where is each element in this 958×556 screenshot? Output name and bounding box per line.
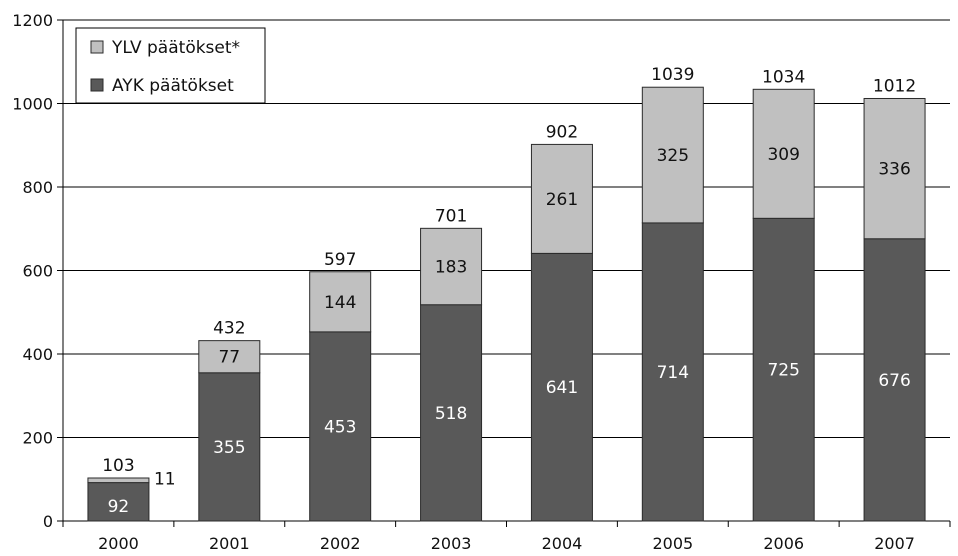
data-label-ylv: 325 xyxy=(657,146,689,166)
bar-segment-ayk xyxy=(309,331,372,522)
data-label-ayk: 714 xyxy=(657,363,689,383)
legend-swatch-ayk xyxy=(90,78,104,92)
y-tick-label: 800 xyxy=(22,178,53,197)
x-tick-label: 2006 xyxy=(763,534,804,553)
data-label-ylv: 309 xyxy=(767,145,799,165)
bars xyxy=(87,86,926,522)
y-tick-label: 400 xyxy=(22,345,53,364)
data-label-total: 103 xyxy=(102,456,134,476)
data-label-total: 1039 xyxy=(651,65,694,85)
x-tick-label: 2004 xyxy=(542,534,583,553)
data-label-total: 597 xyxy=(324,250,356,270)
bar-segment-ayk xyxy=(752,217,815,522)
y-tick-label: 600 xyxy=(22,262,53,281)
bar-segment-ylv xyxy=(752,88,815,219)
data-label-ylv: 336 xyxy=(878,160,910,180)
legend-swatch-ylv xyxy=(90,40,104,54)
bar-segment-ylv xyxy=(309,271,372,333)
data-label-ayk: 676 xyxy=(878,371,910,391)
data-label-ayk: 725 xyxy=(767,361,799,381)
data-label-ylv: 144 xyxy=(324,293,356,313)
bar-segment-ylv xyxy=(641,86,704,224)
x-tick-label: 2001 xyxy=(209,534,250,553)
legend: YLV päätökset* AYK päätökset xyxy=(75,27,266,104)
x-tick-label: 2003 xyxy=(431,534,472,553)
bar-segment-ayk xyxy=(420,304,483,522)
bar-segment-ylv xyxy=(87,477,150,484)
bar-segment-ayk xyxy=(198,372,261,522)
y-tick-label: 1000 xyxy=(12,95,53,114)
legend-label-ylv: YLV päätökset* xyxy=(111,38,240,58)
data-label-ylv: 11 xyxy=(154,470,176,490)
x-tick-label: 2002 xyxy=(320,534,361,553)
bar-segment-ylv xyxy=(420,227,483,306)
data-label-ylv: 261 xyxy=(546,190,578,210)
legend-label-ayk: AYK päätökset xyxy=(112,76,234,96)
legend-box xyxy=(75,27,266,104)
data-label-ayk: 641 xyxy=(546,378,578,398)
data-label-ayk: 453 xyxy=(324,417,356,437)
data-label-total: 1012 xyxy=(873,76,916,96)
data-label-total: 902 xyxy=(546,122,578,142)
y-tick-label: 0 xyxy=(43,512,53,531)
data-label-ayk: 518 xyxy=(435,404,467,424)
data-label-ylv: 183 xyxy=(435,258,467,278)
y-tick-label: 200 xyxy=(22,429,53,448)
data-label-ylv: 77 xyxy=(218,348,240,368)
bar-segment-ayk xyxy=(87,482,150,522)
data-label-total: 432 xyxy=(213,319,245,339)
x-tick-label: 2005 xyxy=(652,534,693,553)
data-label-ayk: 355 xyxy=(213,438,245,458)
bar-segment-ayk xyxy=(641,222,704,522)
x-tick-label: 2000 xyxy=(98,534,139,553)
bar-segment-ylv xyxy=(198,340,261,374)
data-labels: 92 11 103 355 77 432 453 144 597 518 183 701 641 261 9… xyxy=(102,65,916,517)
x-tick-label: 2007 xyxy=(874,534,915,553)
data-label-total: 1034 xyxy=(762,67,805,87)
data-label-ayk: 92 xyxy=(108,497,130,517)
bar-segment-ylv xyxy=(530,143,593,254)
y-tick-label: 1200 xyxy=(12,11,53,30)
data-label-total: 701 xyxy=(435,206,467,226)
bar-segment-ylv xyxy=(863,97,926,240)
